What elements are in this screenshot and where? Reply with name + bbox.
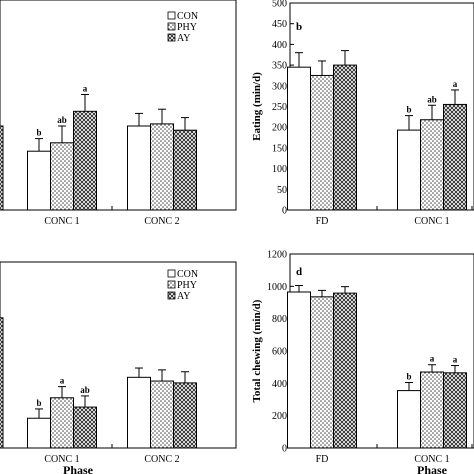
legend-label-ay: AY xyxy=(177,33,191,44)
legend-swatch-phy xyxy=(167,280,176,289)
legend-swatch-ay xyxy=(167,33,176,42)
significance-letter: a xyxy=(60,376,65,386)
legend-label-ay: AY xyxy=(177,291,191,302)
x-category-label: CONC 2 xyxy=(144,454,179,465)
legend-label-phy: PHY xyxy=(177,280,197,291)
significance-letter: b xyxy=(406,372,411,382)
y-axis-label: Eating (min/d) xyxy=(251,72,263,141)
y-axis-label: Total chewing (min/d) xyxy=(251,299,263,402)
panel-letter: b xyxy=(296,21,302,33)
significance-letter: a xyxy=(83,84,88,94)
significance-letter: b xyxy=(406,105,411,115)
bar-partial xyxy=(0,317,4,449)
x-axis-label: Phase xyxy=(417,463,448,474)
plot-frame xyxy=(0,261,237,449)
bar-phy xyxy=(50,397,74,449)
y-tick-label: 450 xyxy=(272,19,287,30)
y-tick-label: 400 xyxy=(272,379,287,390)
bar-con xyxy=(397,129,421,211)
significance-letter: ab xyxy=(80,385,90,395)
x-category-label: CONC 1 xyxy=(44,216,79,227)
significance-letter: b xyxy=(36,398,41,408)
bar-con xyxy=(27,150,51,211)
bar-con xyxy=(127,376,151,449)
significance-letter: a xyxy=(453,355,458,365)
y-tick-label: 800 xyxy=(272,314,287,325)
y-tick-label: 0 xyxy=(282,206,287,217)
bar-ay xyxy=(73,110,97,211)
x-category-label: FD xyxy=(316,454,329,465)
bar-ay xyxy=(173,382,197,449)
x-axis-label: Phase xyxy=(63,463,94,474)
bar-ay xyxy=(333,64,357,211)
x-category-label: CONC 2 xyxy=(144,216,179,227)
y-tick-label: 0 xyxy=(282,444,287,455)
significance-letter: ab xyxy=(427,94,437,104)
legend-swatch-con xyxy=(167,11,176,20)
y-tick-label: 50 xyxy=(277,185,287,196)
legend-swatch-ay xyxy=(167,291,176,300)
bar-phy xyxy=(420,119,444,211)
bar-phy xyxy=(150,123,174,211)
bar-con xyxy=(287,66,311,211)
bar-phy xyxy=(310,296,334,449)
bar-ay xyxy=(173,129,197,211)
significance-letter: a xyxy=(453,79,458,89)
bar-phy xyxy=(310,74,334,211)
y-tick-label: 1200 xyxy=(267,250,287,261)
panel-b-chart: 0 50 100 150 200 250 300 350 400 450 500 Eating (mi… xyxy=(251,0,474,227)
y-tick-label: 350 xyxy=(272,61,287,72)
significance-letter: a xyxy=(430,354,435,364)
y-tick-label: 200 xyxy=(272,411,287,422)
bar-phy xyxy=(420,371,444,449)
x-category-label: FD xyxy=(316,216,329,227)
x-category-label: CONC 1 xyxy=(414,454,449,465)
y-tick-label: 400 xyxy=(272,40,287,51)
bar-ay xyxy=(73,406,97,449)
panel-letter: d xyxy=(296,266,302,278)
panel-d-chart: 0 200 400 600 800 1000 1200 Total chewing (min/… xyxy=(251,250,474,474)
bar-con xyxy=(287,291,311,449)
y-tick-label: 150 xyxy=(272,143,287,154)
bar-con xyxy=(27,417,51,449)
plot-frame xyxy=(0,0,237,211)
y-tick-label: 300 xyxy=(272,81,287,92)
legend-label-con: CON xyxy=(177,269,198,280)
legend-label-con: CON xyxy=(177,11,198,22)
legend-swatch-con xyxy=(167,269,176,278)
significance-letter: ab xyxy=(57,115,67,125)
bar-partial xyxy=(0,125,4,211)
significance-letter: b xyxy=(36,128,41,138)
y-tick-label: 100 xyxy=(272,164,287,175)
legend-label-phy: PHY xyxy=(177,22,197,33)
y-tick-label: 200 xyxy=(272,123,287,134)
bar-ay xyxy=(443,103,467,211)
y-tick-label: 1000 xyxy=(267,282,287,293)
x-category-label: CONC 1 xyxy=(414,216,449,227)
bar-phy xyxy=(150,380,174,449)
bar-phy xyxy=(50,142,74,211)
legend-swatch-phy xyxy=(167,22,176,31)
bar-ay xyxy=(443,372,467,449)
bar-con xyxy=(127,125,151,211)
x-category-label: CONC 1 xyxy=(44,454,79,465)
y-tick-label: 500 xyxy=(272,0,287,10)
bar-con xyxy=(397,390,421,449)
bar-ay xyxy=(333,292,357,449)
y-tick-label: 250 xyxy=(272,102,287,113)
y-tick-label: 600 xyxy=(272,347,287,358)
